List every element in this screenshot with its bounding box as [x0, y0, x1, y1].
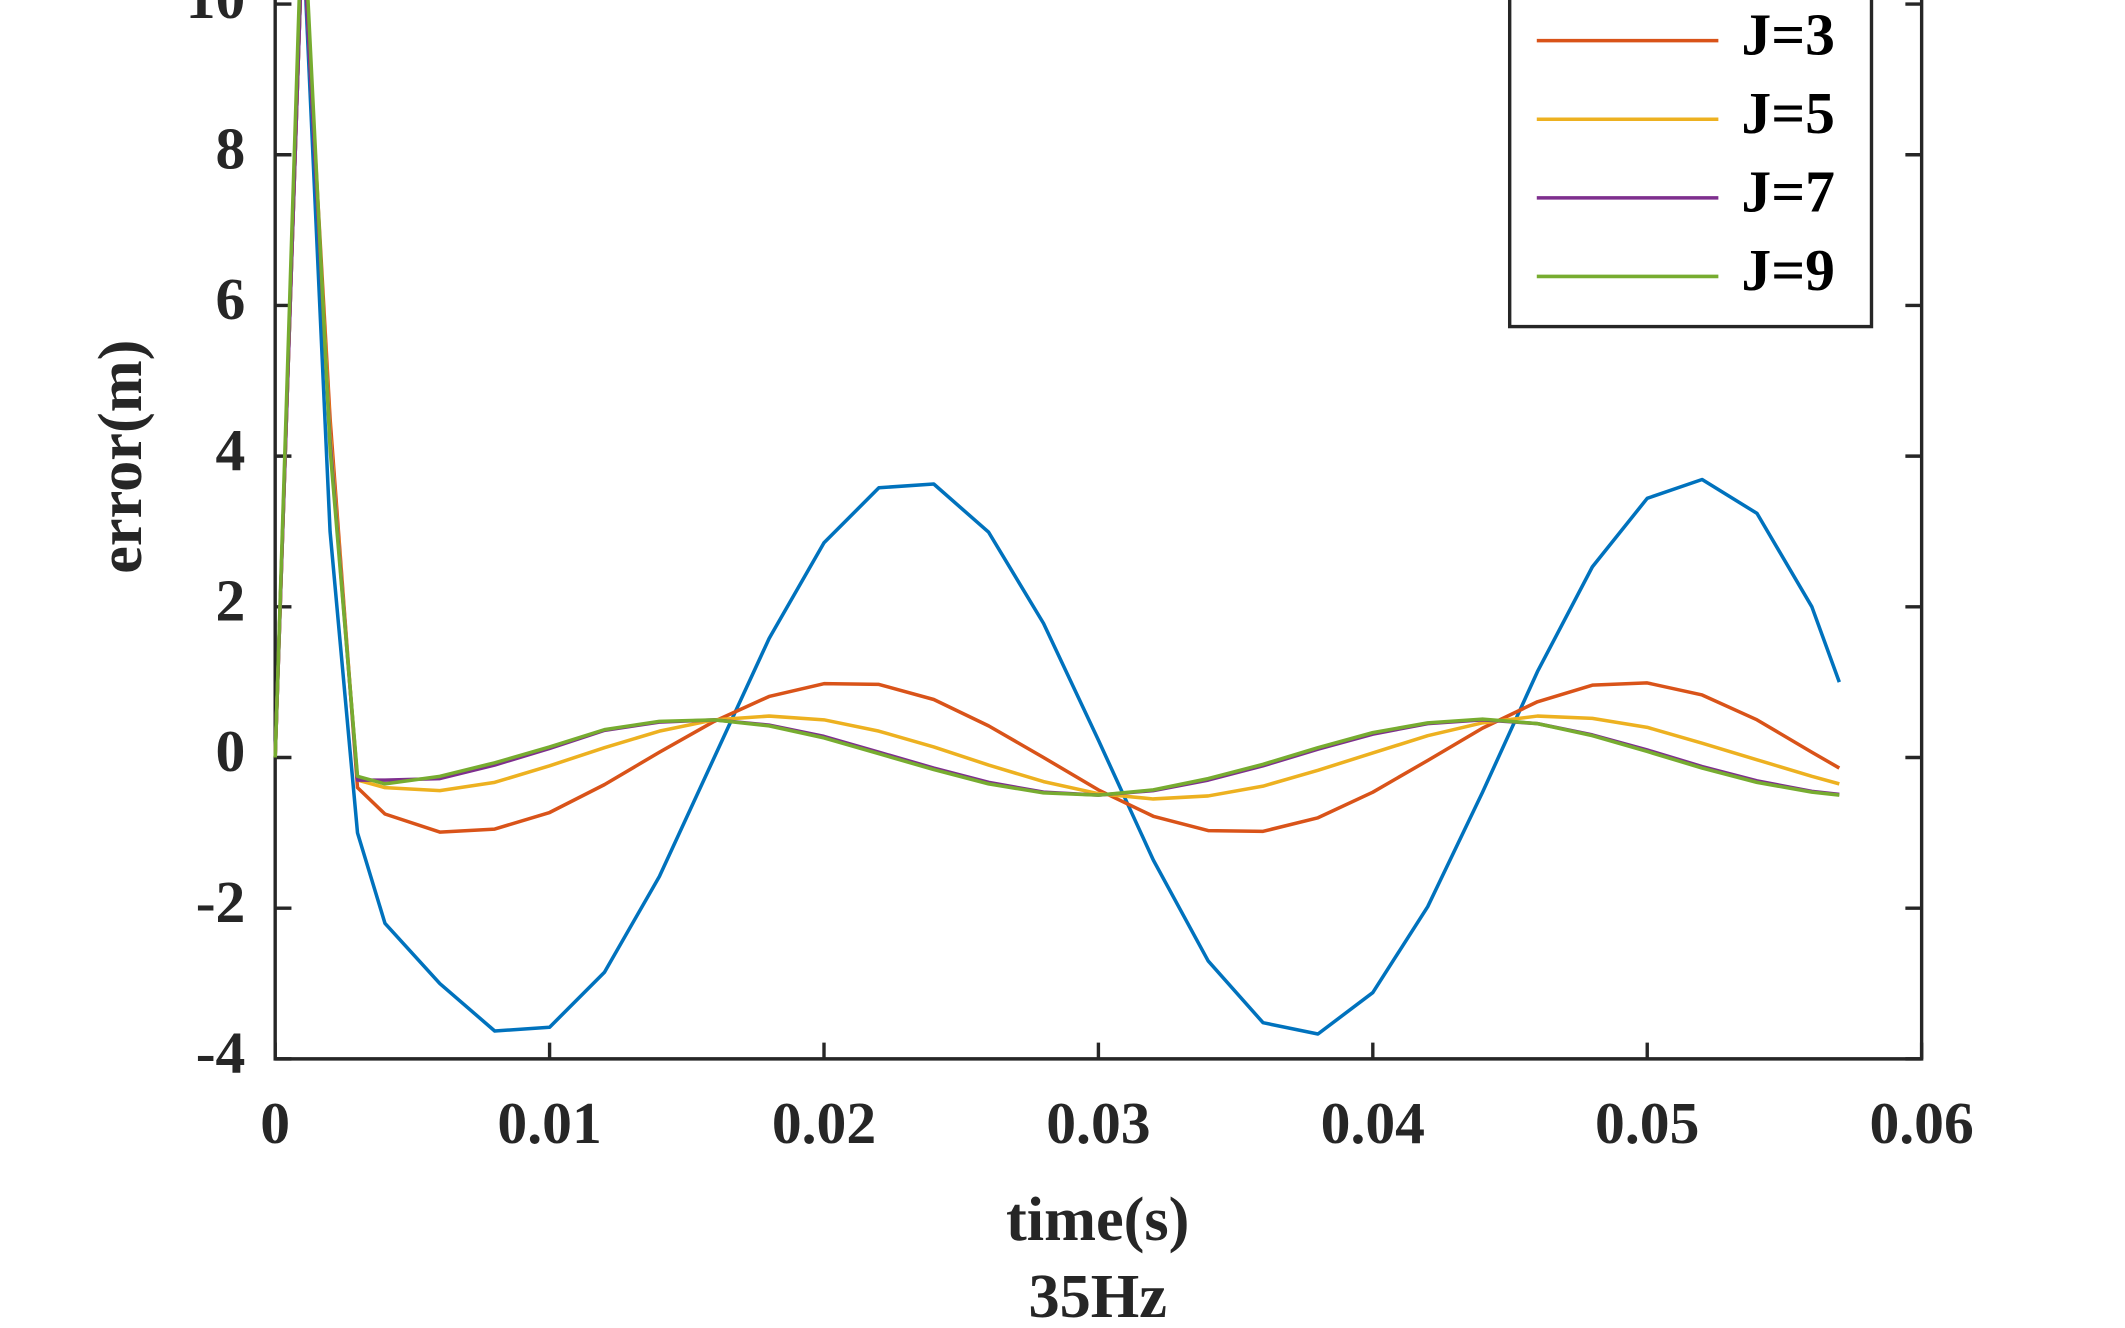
x-tick-label: 0.03 [1046, 1090, 1150, 1156]
x-tick-label: 0 [260, 1090, 290, 1156]
x-tick-label: 0.02 [772, 1090, 876, 1156]
y-tick-label: -2 [196, 869, 246, 935]
caption: 35Hz [1028, 1262, 1166, 1328]
x-tick-label: 0.05 [1595, 1090, 1699, 1156]
x-axis-label: time(s) [1006, 1185, 1189, 1254]
series-line [273, 0, 1841, 834]
legend-label: J=3 [1741, 1, 1835, 67]
series-line [273, 0, 1840, 797]
y-tick-label: -4 [196, 1020, 246, 1086]
legend-label: J=9 [1741, 237, 1835, 303]
legend-box [1507, 0, 1874, 329]
y-tick-label: 6 [216, 266, 246, 332]
y-tick-label: 0 [216, 718, 246, 784]
legend-label: J=7 [1741, 159, 1835, 225]
y-tick-label: 4 [216, 417, 246, 483]
x-tick-label: 0.01 [497, 1090, 601, 1156]
series-line [273, 0, 1840, 801]
y-tick-label: 2 [216, 568, 246, 634]
series-line [273, 0, 1841, 1036]
x-tick-label: 0.06 [1869, 1090, 1973, 1156]
y-axis-label: error(m) [86, 340, 155, 574]
y-tick-label: 10 [186, 0, 246, 31]
x-tick-label: 0.04 [1321, 1090, 1425, 1156]
legend-label: J=5 [1741, 80, 1835, 146]
y-tick-label: 8 [216, 115, 246, 181]
